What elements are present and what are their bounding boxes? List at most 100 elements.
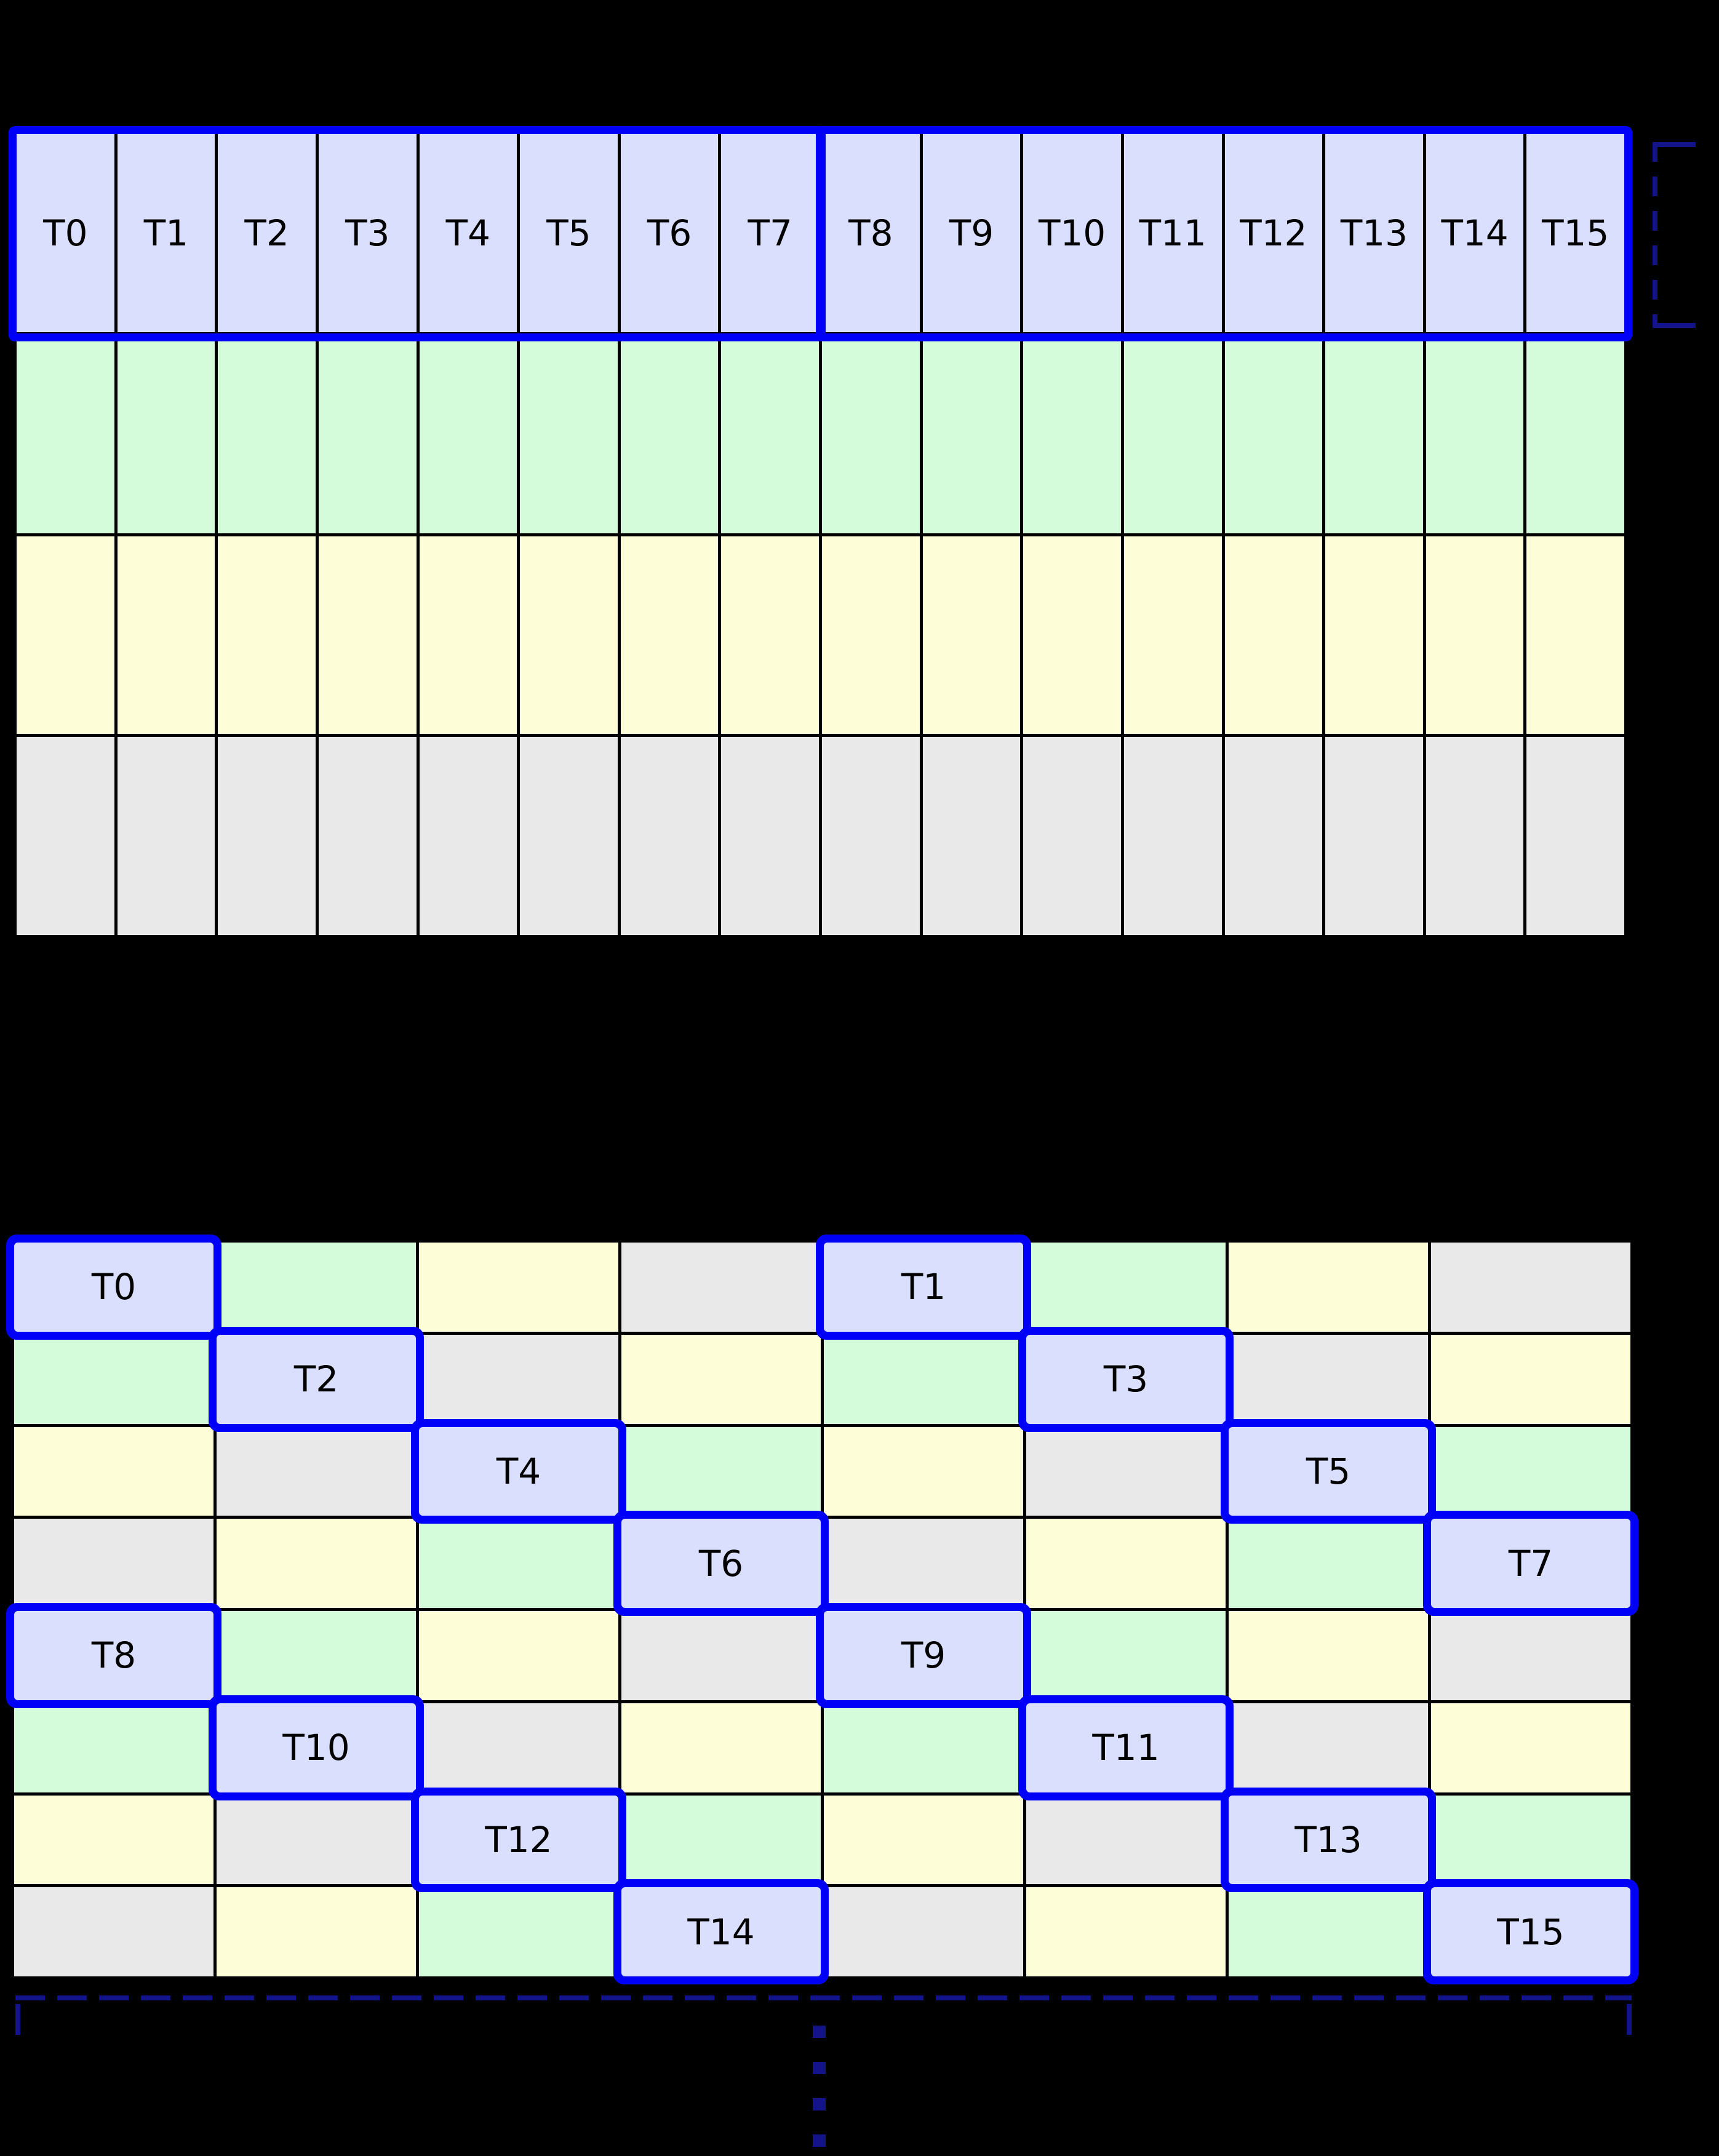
memory-cell-green (1026, 1243, 1226, 1332)
memory-cell-green (1023, 335, 1121, 533)
bottom-thread-cell: T0 (14, 1243, 213, 1332)
thread-label: T1 (143, 212, 189, 254)
top-thread-cell: T3 (318, 134, 417, 332)
top-thread-cell: T10 (1023, 134, 1121, 332)
memory-cell-gray (922, 737, 1021, 935)
memory-cell-gray (14, 1519, 213, 1608)
ellipsis-dot (813, 2098, 826, 2110)
bottom-thread-cell: T4 (419, 1426, 618, 1516)
memory-cell-yellow (419, 1243, 618, 1332)
memory-cell-green (824, 1703, 1023, 1792)
thread-label: T12 (485, 1818, 552, 1861)
memory-cell-gray (1026, 1426, 1226, 1516)
thread-label: T9 (949, 212, 994, 254)
memory-cell-gray (1229, 1334, 1428, 1424)
top-thread-cell: T11 (1123, 134, 1222, 332)
top-thread-cell: T4 (419, 134, 517, 332)
memory-cell-gray (117, 737, 215, 935)
memory-cell-green (318, 335, 417, 533)
thread-label: T5 (546, 212, 591, 254)
memory-cell-green (419, 1887, 618, 1976)
memory-cell-gray (419, 1703, 618, 1792)
memory-cell-yellow (318, 536, 417, 734)
thread-label: T1 (901, 1266, 946, 1308)
bottom-thread-cell: T13 (1229, 1795, 1428, 1885)
bottom-thread-cell: T1 (824, 1243, 1023, 1332)
memory-cell-gray (17, 737, 114, 935)
memory-cell-yellow (419, 536, 517, 734)
memory-cell-green (1431, 1795, 1630, 1885)
memory-cell-yellow (117, 536, 215, 734)
memory-cell-yellow (1426, 536, 1524, 734)
thread-label: T2 (293, 1358, 339, 1401)
memory-cell-gray (822, 737, 920, 935)
memory-cell-gray (217, 1795, 416, 1885)
top-thread-cell: T14 (1426, 134, 1524, 332)
thread-label: T11 (1092, 1727, 1160, 1769)
memory-cell-gray (520, 737, 618, 935)
bracket-tick-right (1627, 2004, 1632, 2035)
thread-label: T13 (1340, 212, 1408, 254)
memory-cell-yellow (217, 1519, 416, 1608)
memory-cell-yellow (218, 536, 316, 734)
memory-cell-gray (419, 737, 517, 935)
memory-cell-yellow (1026, 1519, 1226, 1608)
bottom-thread-cell: T8 (14, 1611, 213, 1700)
bottom-thread-cell: T5 (1229, 1426, 1428, 1516)
memory-cell-yellow (1325, 536, 1423, 734)
thread-label: T4 (496, 1450, 541, 1492)
memory-cell-green (117, 335, 215, 533)
memory-cell-green (217, 1243, 416, 1332)
memory-cell-gray (1026, 1795, 1226, 1885)
memory-cell-yellow (721, 536, 819, 734)
memory-cell-yellow (217, 1887, 416, 1976)
memory-cell-gray (1431, 1611, 1630, 1700)
memory-cell-green (824, 1334, 1023, 1424)
memory-cell-green (14, 1334, 213, 1424)
top-thread-cell: T0 (17, 134, 114, 332)
memory-cell-yellow (824, 1795, 1023, 1885)
memory-cell-gray (1123, 737, 1222, 935)
memory-cell-yellow (922, 536, 1021, 734)
bottom-thread-cell: T12 (419, 1795, 618, 1885)
memory-cell-gray (217, 1426, 416, 1516)
bracket-tick-bottom (1653, 323, 1696, 328)
thread-label: T7 (748, 212, 792, 254)
memory-cell-yellow (17, 536, 114, 734)
thread-row-bracket (1653, 142, 1696, 328)
memory-cell-green (14, 1703, 213, 1792)
thread-label: T12 (1240, 212, 1307, 254)
top-thread-cell: T5 (520, 134, 618, 332)
ellipsis-dot (813, 2026, 826, 2038)
thread-label: T15 (1542, 212, 1609, 254)
thread-label: T4 (445, 212, 490, 254)
memory-cell-gray (1224, 737, 1323, 935)
memory-cell-yellow (824, 1426, 1023, 1516)
memory-cell-green (17, 335, 114, 533)
thread-label: T11 (1139, 212, 1206, 254)
memory-cell-green (1426, 335, 1524, 533)
bottom-thread-cell: T2 (217, 1334, 416, 1424)
thread-label: T6 (698, 1542, 744, 1585)
memory-cell-green (419, 335, 517, 533)
memory-cell-green (1325, 335, 1423, 533)
bottom-memory-grid: T0 T1 T2 T3 T4 T5 T6 T7 T8 T9 T10 T11 T12 T13 T14 T15 (11, 1239, 1633, 1979)
thread-label: T15 (1497, 1911, 1565, 1953)
memory-cell-green (1526, 335, 1624, 533)
memory-cell-yellow (621, 1334, 821, 1424)
memory-cell-gray (318, 737, 417, 935)
memory-cell-gray (1229, 1703, 1428, 1792)
top-thread-cell: T2 (218, 134, 316, 332)
top-thread-cell: T12 (1224, 134, 1323, 332)
bracket-tick-top (1653, 142, 1696, 147)
memory-cell-gray (1023, 737, 1121, 935)
bottom-thread-cell: T15 (1431, 1887, 1630, 1976)
memory-cell-yellow (1431, 1703, 1630, 1792)
top-thread-cell: T7 (721, 134, 819, 332)
top-thread-cell: T8 (822, 134, 920, 332)
thread-label: T5 (1306, 1450, 1351, 1492)
memory-cell-gray (621, 1243, 821, 1332)
memory-cell-yellow (1123, 536, 1222, 734)
memory-cell-gray (1325, 737, 1423, 935)
